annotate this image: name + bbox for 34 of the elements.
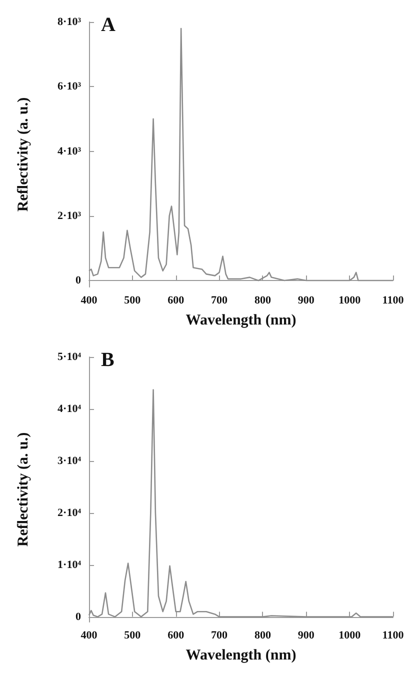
x-tick-label: 400	[80, 294, 98, 306]
x-tick-label: 1000	[338, 294, 362, 306]
y-tick-label: 0	[76, 274, 82, 287]
y-tick-label: 3·10⁴	[58, 454, 82, 467]
x-tick-label: 800	[254, 630, 272, 642]
x-tick-label: 1100	[382, 630, 404, 642]
x-tick-label: 600	[168, 294, 185, 306]
y-tick-label: 2·10⁴	[58, 506, 82, 519]
y-tick-label: 2·10³	[58, 210, 82, 222]
chart-title: A	[101, 14, 116, 36]
chart-title: B	[101, 349, 114, 371]
y-axis-title: Reflectivity (a. u.)	[16, 432, 32, 547]
y-tick-label: 8·10³	[58, 16, 82, 28]
x-tick-label: 500	[124, 294, 142, 306]
x-tick-label: 500	[124, 630, 142, 642]
x-tick-label: 800	[254, 294, 272, 306]
x-tick-label: 400	[80, 630, 98, 642]
line-series	[88, 389, 394, 618]
x-tick-label: 900	[298, 630, 315, 642]
y-tick-label: 4·10³	[58, 145, 82, 158]
x-tick-label: 1100	[382, 294, 404, 306]
x-axis-title: Wavelength (nm)	[186, 312, 296, 328]
x-axis-title: Wavelength (nm)	[186, 648, 296, 664]
y-tick-label: 4·10⁴	[58, 402, 82, 415]
x-tick-label: 700	[211, 294, 228, 306]
y-tick-label: 1·10⁴	[58, 558, 82, 571]
x-tick-label: 600	[168, 630, 185, 642]
y-axis-title: Reflectivity (a. u.)	[16, 97, 32, 212]
x-tick-label: 900	[298, 294, 315, 306]
y-tick-label: 6·10³	[58, 80, 82, 93]
x-tick-label: 1000	[338, 630, 362, 642]
y-tick-label: 5·10⁴	[58, 351, 82, 363]
x-tick-label: 700	[211, 630, 228, 642]
y-tick-label: 0	[76, 610, 82, 623]
